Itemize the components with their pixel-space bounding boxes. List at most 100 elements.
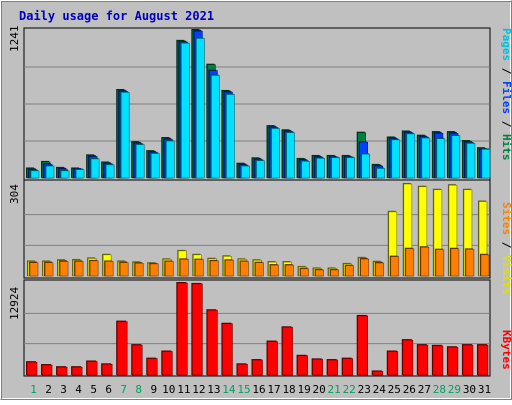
chart-title: Daily usage for August 2021: [19, 9, 214, 23]
visits-sites-bar: [300, 268, 309, 277]
visits-sites-bar: [420, 246, 430, 277]
x-tick-label: 31: [478, 383, 491, 396]
x-tick-label: 14: [222, 383, 236, 396]
visits-sites-bar: [465, 249, 475, 277]
x-tick-label: 7: [120, 383, 127, 396]
visits-sites-bar: [104, 261, 114, 277]
hits-pages-bar: [376, 168, 386, 179]
visits-sites-bar: [435, 249, 445, 277]
hits-pages-bar: [271, 128, 280, 179]
x-tick-label: 6: [105, 383, 112, 396]
visits-sites-bar: [450, 248, 460, 277]
x-tick-label: 28: [433, 383, 446, 396]
visits-sites-bar: [134, 262, 144, 277]
legend-hits-files-pages: Pages / Files / Hits: [500, 28, 512, 161]
legend-sep-1: /: [500, 61, 512, 81]
hits-pages-bar: [466, 143, 476, 179]
kbytes-kbytes-bar: [447, 346, 459, 376]
kbytes-kbytes-bar: [41, 364, 53, 376]
kbytes-kbytes-bar: [222, 323, 233, 376]
kbytes-kbytes-bar: [282, 327, 293, 376]
hits-pages-bar: [90, 158, 100, 179]
kbytes-kbytes-bar: [237, 364, 248, 376]
hits-pages-bar: [120, 92, 130, 179]
hits-files-pages-bars: [26, 29, 491, 179]
hits-pages-bar: [286, 132, 295, 179]
hits-pages-bar: [196, 38, 205, 179]
x-tick-label: 25: [388, 383, 401, 396]
hits-pages-bar: [301, 161, 310, 179]
hits-pages-bar: [105, 164, 115, 179]
visits-sites-bar: [210, 260, 219, 277]
kbytes-kbytes-bar: [116, 321, 128, 376]
visits-sites-bar: [149, 263, 159, 277]
x-tick-label: 29: [448, 383, 461, 396]
legend-kbytes-label: KBytes: [500, 330, 512, 370]
x-tick-label: 27: [418, 383, 431, 396]
legend-pages: Pages: [500, 28, 512, 61]
hits-pages-bar: [226, 94, 235, 179]
hits-pages-bar: [436, 138, 446, 179]
visits-sites-bar: [390, 256, 400, 277]
x-tick-label: 22: [343, 383, 356, 396]
x-tick-label: 16: [252, 383, 265, 396]
legend-visits: Visits: [500, 255, 512, 295]
sites-visits-bars: [27, 183, 490, 277]
svg-text:Pages / Files / Hits: Pages / Files / Hits: [500, 28, 512, 161]
kbytes-kbytes-bar: [207, 309, 218, 376]
visits-sites-bar: [180, 259, 189, 277]
kbytes-kbytes-bar: [146, 358, 158, 376]
kbytes-kbytes-bar: [71, 366, 83, 376]
kbytes-kbytes-bar: [56, 366, 68, 376]
hits-pages-bar: [75, 169, 85, 179]
visits-sites-bar: [44, 262, 54, 277]
hits-y-max-label: 1241: [8, 26, 21, 53]
x-tick-label: 11: [177, 383, 190, 396]
x-axis-day-labels: 1 2 3 4 5 6 7 8 9 10 11 12 13 14 15 16 17 18 19 20 21 22 23 24 2…: [30, 383, 491, 396]
x-tick-label: 26: [403, 383, 416, 396]
x-tick-label: 8: [135, 383, 142, 396]
visits-sites-bar: [480, 254, 490, 277]
x-tick-label: 21: [328, 383, 341, 396]
x-tick-label: 23: [358, 383, 371, 396]
hits-pages-bar: [211, 75, 220, 179]
x-tick-label: 17: [267, 383, 280, 396]
x-tick-label: 20: [313, 383, 326, 396]
hits-pages-bar: [481, 149, 491, 179]
visits-sites-bar: [285, 264, 294, 277]
visits-sites-bar: [330, 269, 339, 277]
x-tick-label: 2: [45, 383, 52, 396]
kbytes-kbytes-bar: [417, 344, 429, 376]
hits-pages-bar: [256, 160, 265, 179]
x-tick-label: 15: [237, 383, 250, 396]
kbytes-kbytes-bar: [177, 282, 188, 376]
kbytes-kbytes-bar: [312, 359, 323, 376]
legend-hits: Hits: [500, 134, 512, 161]
x-tick-label: 12: [192, 383, 205, 396]
hits-pages-bar: [421, 137, 431, 179]
x-tick-label: 3: [60, 383, 67, 396]
visits-sites-bar: [195, 259, 204, 277]
kbytes-bars: [26, 282, 489, 376]
x-tick-label: 24: [373, 383, 387, 396]
legend-sep-3: /: [500, 235, 512, 255]
kbytes-kbytes-bar: [372, 371, 384, 376]
legend-sites-visits: Sites / Visits: [500, 202, 512, 295]
kbytes-kbytes-bar: [342, 358, 353, 376]
kbytes-kbytes-bar: [252, 359, 263, 376]
visits-sites-bar: [360, 258, 370, 277]
kbytes-kbytes-bar: [402, 339, 414, 376]
kbytes-kbytes-bar: [192, 283, 203, 376]
hits-pages-bar: [316, 158, 325, 179]
kbytes-kbytes-bar: [101, 364, 113, 376]
kbytes-kbytes-bar: [267, 341, 278, 376]
hits-pages-bar: [45, 165, 55, 179]
legend-files: Files: [500, 81, 512, 114]
x-tick-label: 19: [297, 383, 310, 396]
visits-sites-bar: [89, 260, 99, 277]
kbytes-y-max-label: 12924: [8, 287, 21, 320]
hits-pages-bar: [391, 139, 401, 179]
hits-pages-bar: [406, 133, 416, 179]
